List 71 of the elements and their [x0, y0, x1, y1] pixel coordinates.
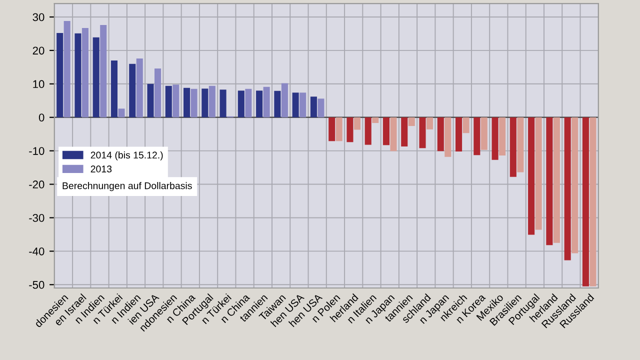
bar [328, 117, 336, 142]
legend-label: 2013 [90, 166, 112, 172]
bar [564, 117, 571, 260]
bar [546, 117, 553, 246]
annotation: Berechnungen auf Dollarbasis [62, 182, 192, 192]
bar [110, 60, 118, 118]
bar [190, 88, 198, 118]
bar [165, 86, 172, 118]
bar [390, 117, 397, 152]
bar [300, 92, 306, 118]
bar [444, 117, 452, 157]
bar [202, 88, 208, 118]
bar [582, 117, 589, 286]
bar [354, 117, 360, 130]
bar [535, 117, 542, 230]
bar [382, 117, 390, 146]
bar [419, 117, 426, 148]
bar [572, 117, 578, 254]
y-tick-label: -10 [29, 147, 44, 155]
bar [208, 86, 216, 118]
bar [184, 88, 190, 118]
bar [499, 117, 506, 156]
bar [553, 117, 560, 243]
bar [318, 98, 324, 118]
bar [274, 90, 281, 118]
bar [517, 117, 524, 172]
bar [100, 25, 107, 118]
y-tick-label: 10 [33, 80, 44, 88]
y-tick-label: 0 [38, 114, 44, 122]
bar [74, 33, 82, 118]
y-tick-label: 30 [32, 13, 44, 22]
bar [590, 117, 596, 286]
legend-label: 2014 (bis 15.12.) [90, 151, 163, 160]
y-tick-label: 20 [32, 46, 44, 55]
bar [82, 28, 88, 118]
y-tick-label: -20 [29, 180, 44, 188]
bar [281, 83, 288, 118]
bar [364, 117, 372, 145]
bar [492, 117, 498, 160]
bar [510, 117, 516, 177]
bar [528, 117, 535, 235]
bar [154, 68, 162, 118]
bar [310, 96, 317, 118]
bar [346, 117, 354, 142]
bar [426, 117, 434, 130]
bar [336, 117, 342, 142]
bar [480, 117, 488, 150]
bar [147, 84, 154, 118]
y-tick-label: -40 [29, 247, 44, 256]
bar [263, 86, 270, 118]
bar [136, 58, 143, 118]
bar [456, 117, 462, 152]
bar [220, 90, 226, 118]
bar [401, 117, 408, 146]
bar [408, 117, 415, 126]
bar [129, 64, 136, 118]
bar [292, 92, 299, 118]
bar [437, 117, 444, 152]
bar [474, 117, 480, 156]
bar [245, 88, 252, 118]
y-tick-label: -30 [29, 214, 44, 222]
bar [64, 21, 70, 118]
bar [238, 90, 244, 118]
bar [56, 33, 64, 118]
bar [118, 108, 125, 118]
bar [256, 90, 263, 118]
y-tick-label: -50 [29, 280, 44, 289]
bar [172, 84, 180, 118]
bar [462, 117, 470, 134]
bar [92, 37, 100, 118]
bar [372, 117, 379, 124]
